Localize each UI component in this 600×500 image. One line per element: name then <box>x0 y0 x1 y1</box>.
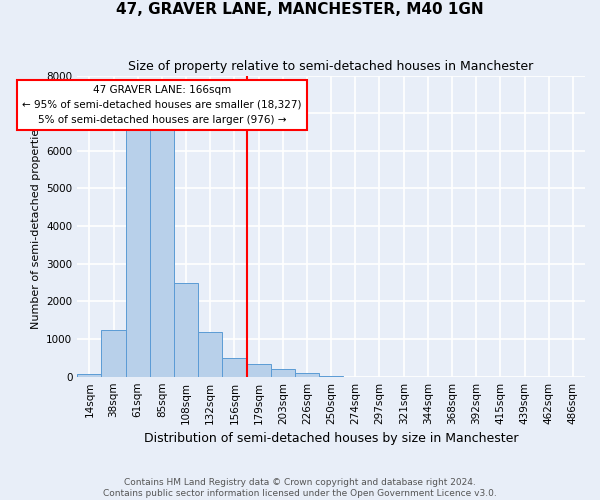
Bar <box>101 330 125 376</box>
Bar <box>295 372 319 376</box>
Bar <box>223 358 247 376</box>
Bar <box>125 128 150 376</box>
Bar <box>77 374 101 376</box>
X-axis label: Distribution of semi-detached houses by size in Manchester: Distribution of semi-detached houses by … <box>144 432 518 445</box>
Text: 47, GRAVER LANE, MANCHESTER, M40 1GN: 47, GRAVER LANE, MANCHESTER, M40 1GN <box>116 2 484 18</box>
Bar <box>174 284 198 376</box>
Title: Size of property relative to semi-detached houses in Manchester: Size of property relative to semi-detach… <box>128 60 534 73</box>
Bar <box>198 332 223 376</box>
Y-axis label: Number of semi-detached properties: Number of semi-detached properties <box>31 123 41 329</box>
Text: 47 GRAVER LANE: 166sqm
← 95% of semi-detached houses are smaller (18,327)
5% of : 47 GRAVER LANE: 166sqm ← 95% of semi-det… <box>22 85 302 124</box>
Bar <box>271 369 295 376</box>
Bar <box>150 124 174 376</box>
Text: Contains HM Land Registry data © Crown copyright and database right 2024.
Contai: Contains HM Land Registry data © Crown c… <box>103 478 497 498</box>
Bar <box>247 364 271 376</box>
